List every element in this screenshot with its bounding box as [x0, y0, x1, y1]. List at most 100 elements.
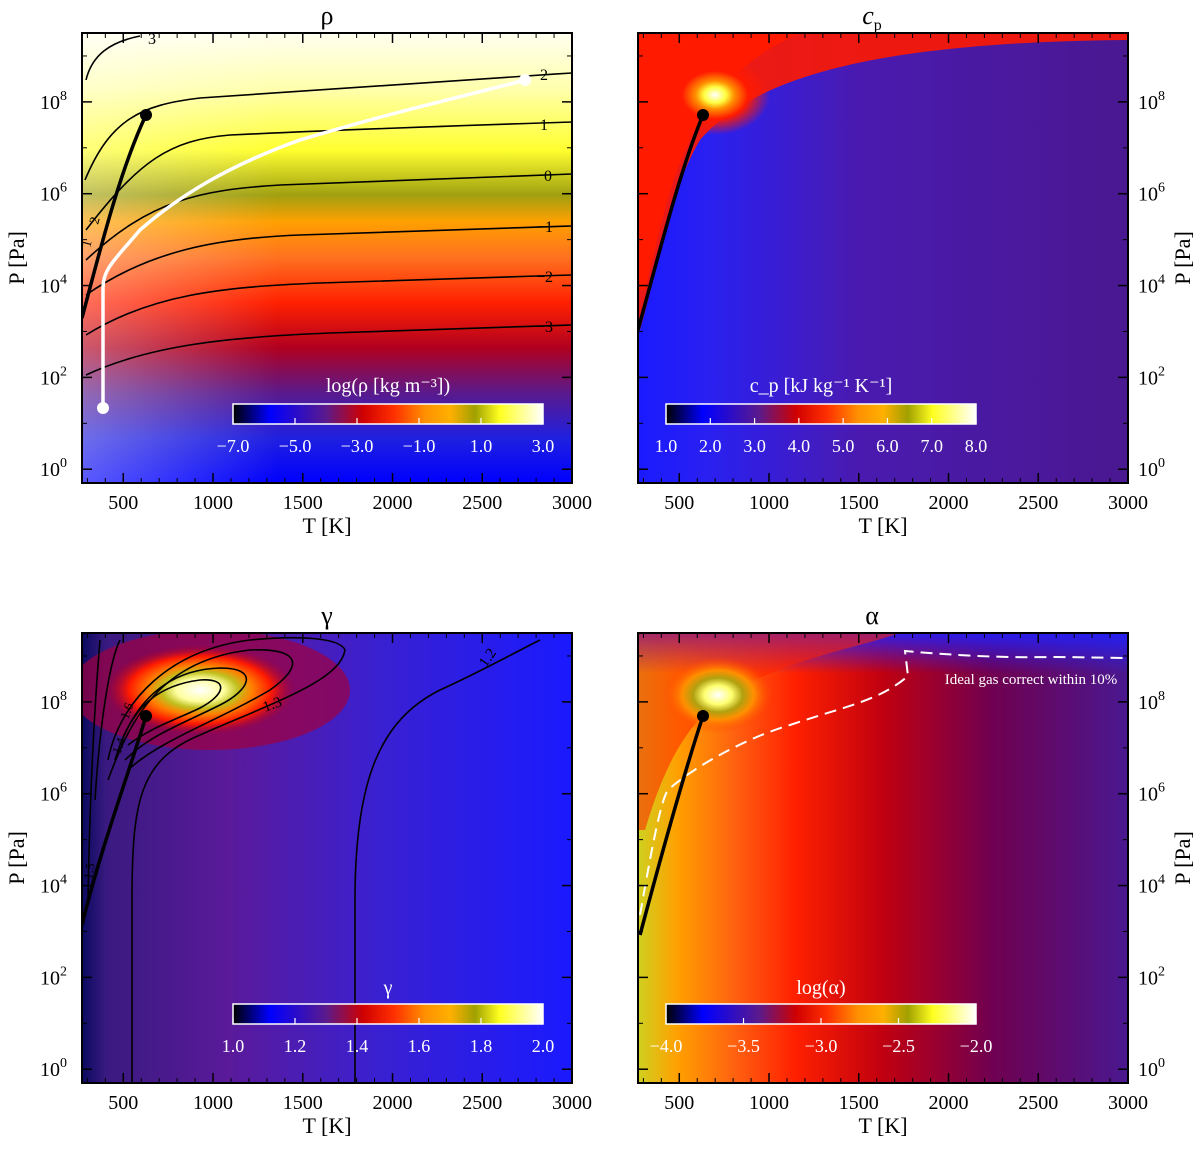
rho-contour-label-3: 3 — [148, 31, 156, 48]
alpha-saturation-curve — [638, 715, 705, 936]
rho-contour-label-2: 2 — [540, 67, 548, 84]
alpha-heatmap — [638, 633, 1128, 1083]
cp-title: cp — [862, 1, 882, 34]
y-tick-label: 108 — [40, 89, 67, 114]
x-axis-title: T [K] — [302, 513, 351, 538]
y-tick-label: 104 — [1138, 873, 1165, 898]
axes-panel-gamma: 500 1000 1500 2000 2500 3000 100 102 104 106 108 T … — [4, 633, 592, 1138]
x-tick-label: 2500 — [1018, 1092, 1058, 1114]
colorbar-tick-label: 8.0 — [965, 436, 988, 456]
x-tick-label: 1500 — [839, 492, 879, 514]
colorbar-tick-label: −7.0 — [217, 436, 250, 456]
alpha-frame — [637, 632, 1129, 1084]
rho-profile-start-marker — [97, 402, 109, 414]
colorbar-tick-label: −3.5 — [727, 1036, 760, 1056]
axes-panel-cp: 500 1000 1500 2000 2500 3000 100 102 104 106 108 T … — [638, 33, 1195, 538]
x-tick-label: 1000 — [749, 492, 789, 514]
x-tick-label: 1500 — [283, 492, 323, 514]
gamma-critical-point — [140, 710, 152, 722]
rho-contour-label-m1: −1 — [536, 219, 553, 236]
y-axis-title: P [Pa] — [4, 231, 29, 285]
alpha-annotation: Ideal gas correct within 10% — [945, 672, 1117, 688]
x-tick-label: 2000 — [373, 1092, 413, 1114]
x-tick-label: 1500 — [283, 1092, 323, 1114]
y-tick-label: 102 — [40, 964, 67, 989]
gamma-heatmap: 1.2 1.3 1.4 1.6 1.5 — [80, 633, 572, 1083]
gamma-saturation-curve — [82, 715, 148, 926]
rho-curve-label-c: 2 — [87, 215, 103, 226]
rho-title: ρ — [321, 1, 334, 30]
colorbar-tick-label: 1.0 — [222, 1036, 245, 1056]
alpha-colorbar-label: log(α) — [796, 977, 845, 999]
y-axis-title: P [Pa] — [1170, 831, 1195, 885]
cp-critical-point — [697, 109, 709, 121]
y-tick-label: 106 — [40, 781, 67, 806]
colorbar-tick-label: −2.0 — [960, 1036, 993, 1056]
y-tick-label: 108 — [1138, 89, 1165, 114]
y-tick-label: 102 — [1138, 364, 1165, 389]
cp-colorbar — [665, 403, 977, 425]
y-tick-label: 106 — [1138, 181, 1165, 206]
rho-critical-point — [140, 109, 152, 121]
gamma-colorbar — [232, 1003, 544, 1025]
x-tick-label: 3000 — [552, 1092, 592, 1114]
gamma-contours — [87, 636, 541, 1083]
gamma-contour-label-1-4: 1.4 — [109, 735, 129, 756]
rho-heatmap: 3 2 1 0 −1 −2 −3 0 1 2 — [69, 31, 572, 483]
x-tick-label: 500 — [108, 1092, 138, 1114]
colorbar-tick-label: 7.0 — [920, 436, 943, 456]
gamma-contour-label-1-5: 1.5 — [80, 862, 98, 881]
colorbar-tick-label: 5.0 — [832, 436, 855, 456]
colorbar-tick-label: −1.0 — [403, 436, 436, 456]
rho-curve-label-a: 0 — [69, 290, 85, 301]
panel-cp: cp c_p [kJ kg⁻¹ K⁻¹] 1.0 2.0 3.0 4.0 5.0 6.0 7… — [637, 1, 1129, 484]
y-tick-label: 108 — [40, 689, 67, 714]
colorbar-tick-label: 1.2 — [284, 1036, 307, 1056]
rho-saturation-curve — [82, 114, 148, 319]
colorbar-tick-label: 1.6 — [408, 1036, 431, 1056]
rho-colorbar — [232, 403, 544, 425]
rho-contour-label-m2: −2 — [536, 269, 553, 286]
y-axis-title: P [Pa] — [1170, 231, 1195, 285]
rho-profile-end-marker — [519, 74, 531, 86]
x-axis-title: T [K] — [858, 1113, 907, 1138]
y-tick-label: 100 — [1138, 456, 1165, 481]
colorbar-tick-label: −4.0 — [650, 1036, 683, 1056]
rho-frame — [81, 32, 573, 484]
colorbar-tick-label: 4.0 — [788, 436, 811, 456]
gamma-frame — [81, 632, 573, 1084]
y-tick-label: 106 — [40, 181, 67, 206]
colorbar-tick-label: −2.5 — [882, 1036, 915, 1056]
colorbar-tick-label: 1.8 — [470, 1036, 493, 1056]
colorbar-tick-label: 1.0 — [655, 436, 678, 456]
cp-saturation-curve — [638, 114, 705, 331]
colorbar-tick-label: 3.0 — [743, 436, 766, 456]
x-tick-label: 2500 — [1018, 492, 1058, 514]
y-tick-label: 100 — [40, 1056, 67, 1081]
x-tick-label: 2500 — [462, 492, 502, 514]
y-tick-label: 104 — [40, 873, 67, 898]
gamma-contour-label-1-3: 1.3 — [261, 694, 284, 715]
colorbar-tick-label: 2.0 — [532, 1036, 555, 1056]
x-axis-title: T [K] — [858, 513, 907, 538]
x-axis-title: T [K] — [302, 1113, 351, 1138]
alpha-critical-point — [697, 710, 709, 722]
x-tick-label: 1000 — [193, 492, 233, 514]
rho-profile-curve — [101, 78, 526, 408]
colorbar-tick-label: −5.0 — [279, 436, 312, 456]
cp-frame — [637, 32, 1129, 484]
gamma-title: γ — [320, 601, 333, 630]
colorbar-tick-label: −3.0 — [341, 436, 374, 456]
y-tick-label: 100 — [40, 456, 67, 481]
y-axis-title: P [Pa] — [4, 831, 29, 885]
colorbar-tick-label: −3.0 — [805, 1036, 838, 1056]
x-tick-label: 500 — [664, 492, 694, 514]
x-tick-label: 1500 — [839, 1092, 879, 1114]
gamma-contour-label-1-6: 1.6 — [117, 700, 137, 721]
rho-contour-label-0: 0 — [544, 168, 552, 185]
x-tick-label: 1000 — [193, 1092, 233, 1114]
x-tick-label: 500 — [108, 492, 138, 514]
colorbar-tick-label: 2.0 — [699, 436, 722, 456]
axes-panel-alpha: 500 1000 1500 2000 2500 3000 100 102 104 106 108 T … — [638, 633, 1195, 1138]
rho-curve-label-b: 1 — [79, 238, 95, 249]
